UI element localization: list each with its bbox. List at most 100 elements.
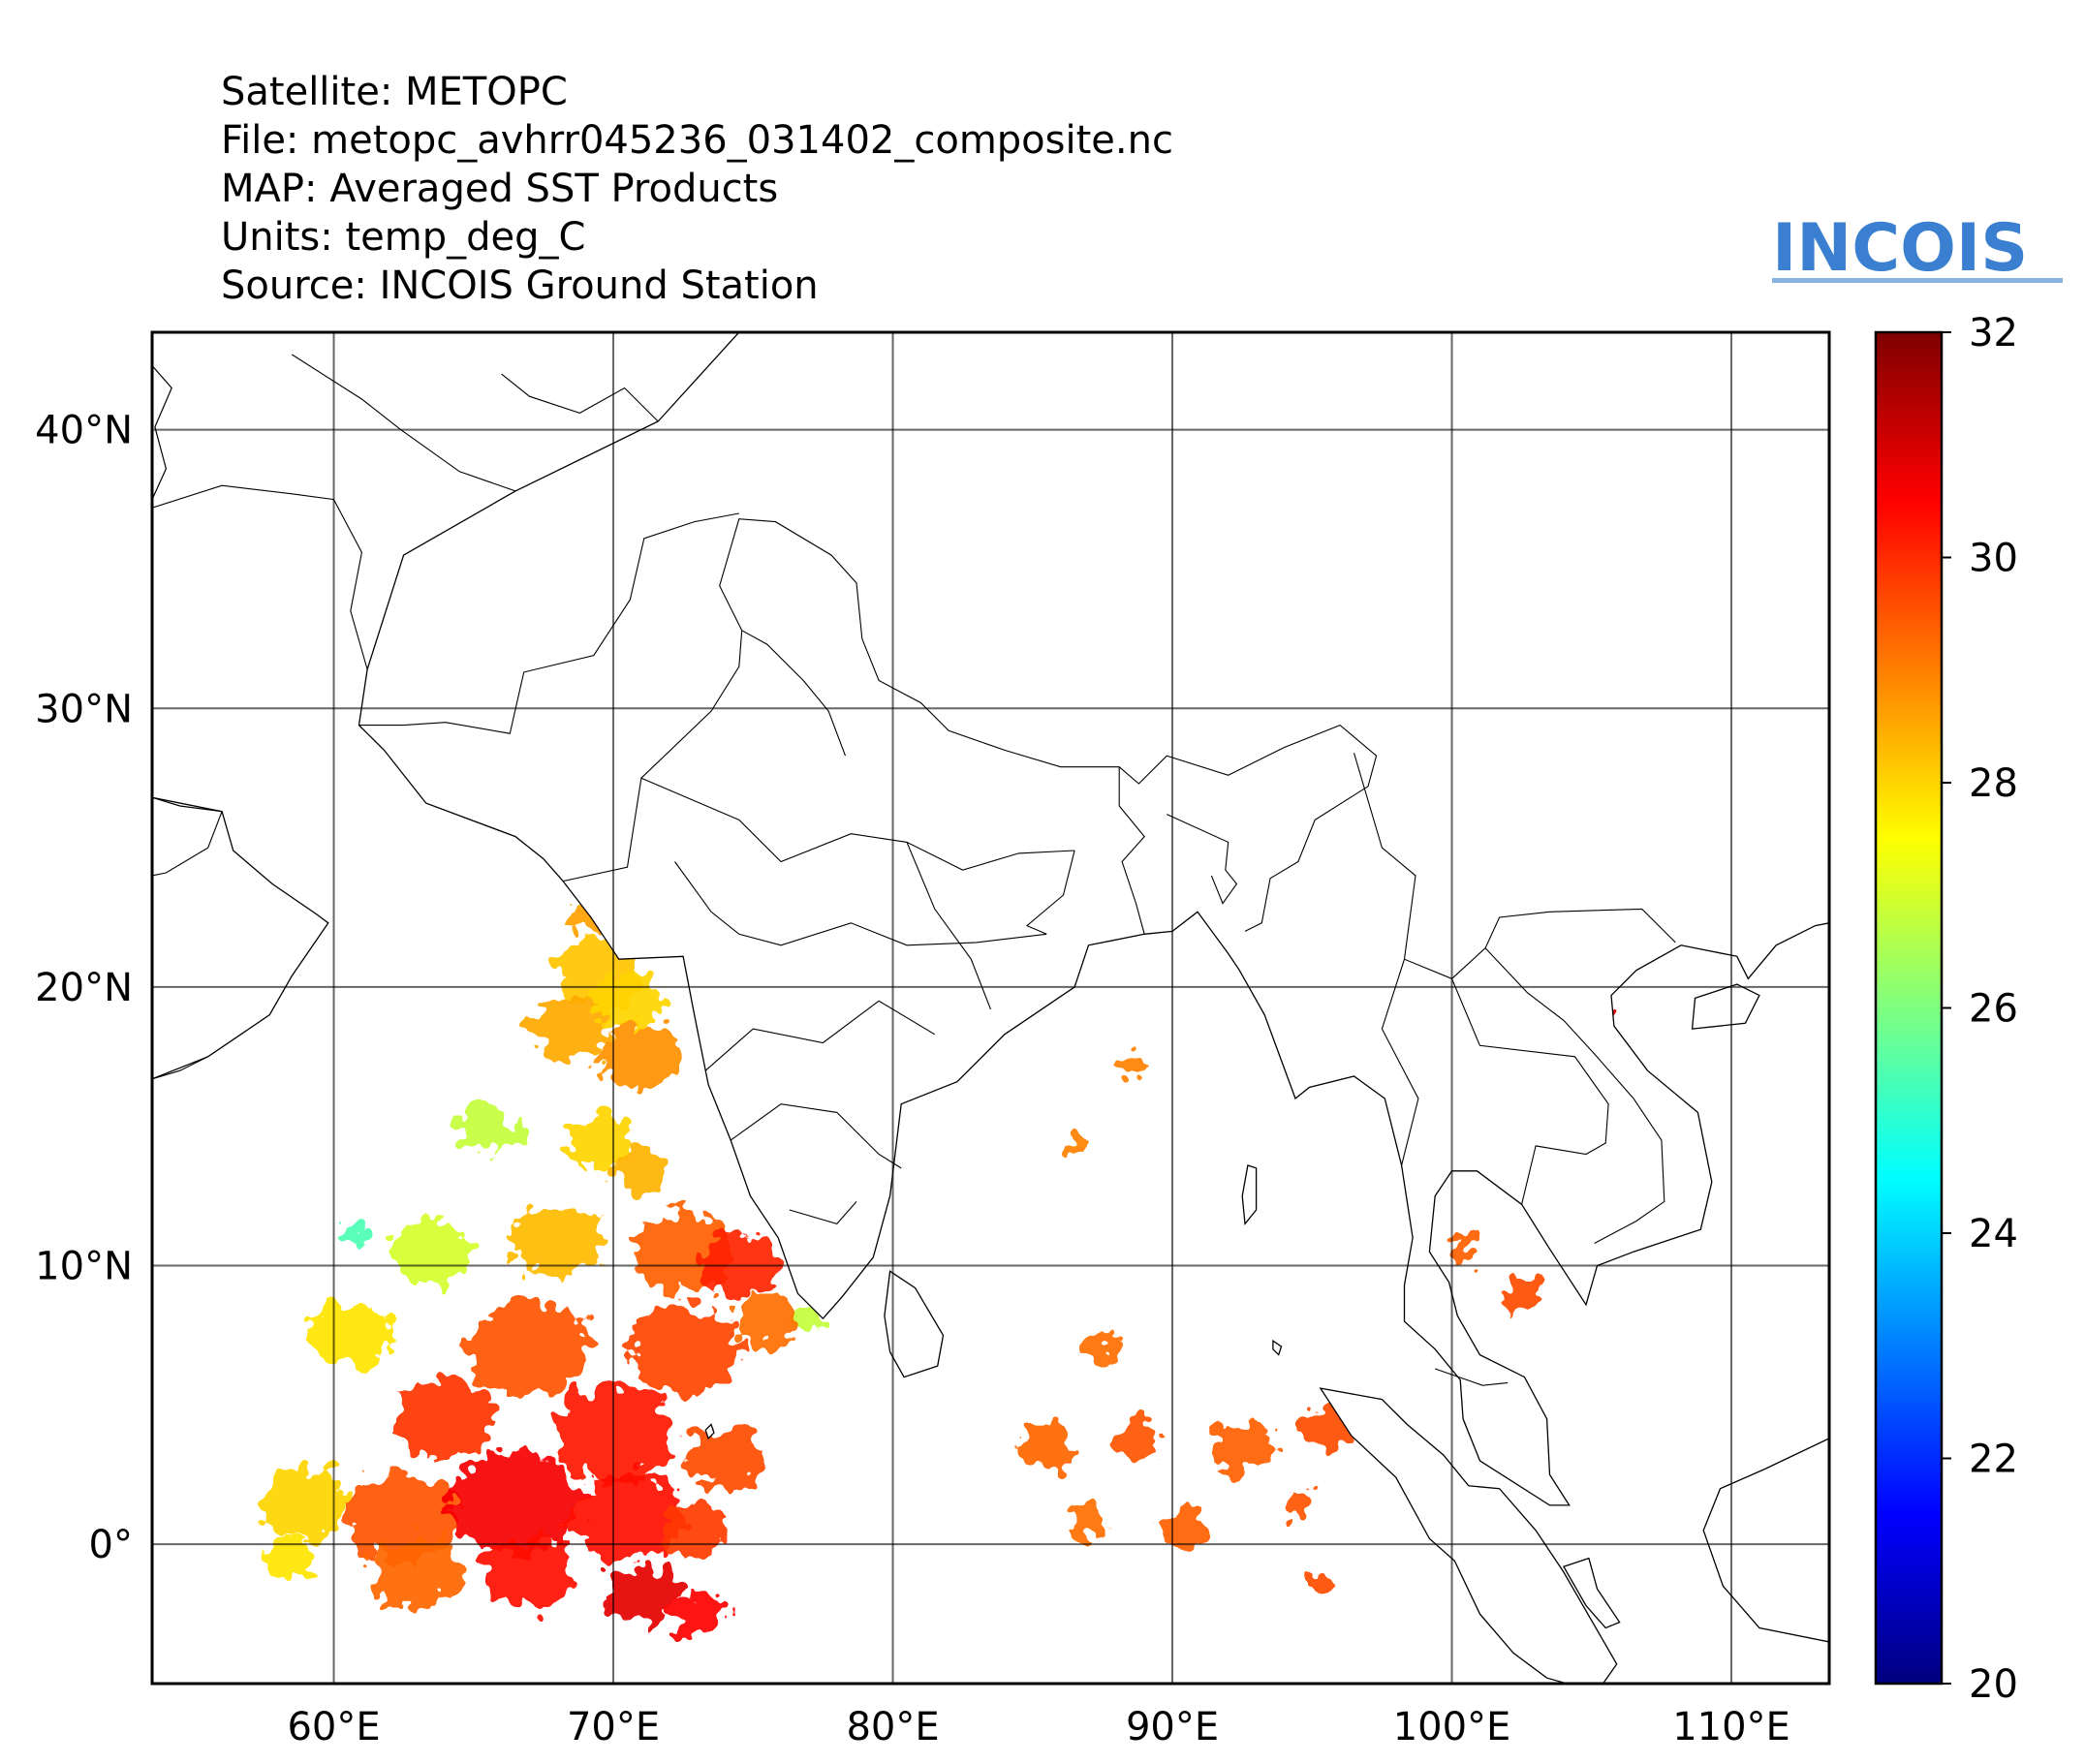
sst-patch: [613, 1145, 669, 1191]
source-label: Source: INCOIS Ground Station: [221, 263, 819, 308]
boundary-line: [1025, 850, 1075, 935]
sst-patch: [565, 1113, 634, 1167]
colorbar-tick-label: 22: [1969, 1438, 2018, 1482]
boundary-line: [730, 1103, 902, 1169]
land-outline: [704, 1423, 715, 1440]
sst-patch: [392, 1220, 471, 1284]
sst-patch: [484, 1536, 575, 1608]
lon-tick-label: 100°E: [1393, 1705, 1511, 1749]
boundary-line: [152, 484, 368, 670]
boundary-line: [1450, 978, 1609, 1205]
logo-underline: [1772, 278, 2063, 283]
sst-patch: [1066, 1134, 1095, 1158]
land-outline: [1272, 1339, 1283, 1356]
boundary-line: [789, 1201, 857, 1225]
header-block: Satellite: METOPC File: metopc_avhrr0452…: [221, 68, 1173, 310]
sst-patch: [1451, 1240, 1480, 1263]
lon-tick-label: 80°E: [846, 1705, 939, 1749]
lon-tick-label: 90°E: [1126, 1705, 1219, 1749]
sst-patch: [456, 1101, 518, 1152]
boundary-line: [1353, 753, 1676, 979]
sst-patch: [1164, 1512, 1209, 1549]
boundary-line: [704, 1000, 936, 1071]
boundary-line: [741, 630, 847, 757]
logo-text: INCOIS: [1772, 210, 2028, 287]
land-outline: [1319, 1387, 1618, 1684]
sst-patch: [1069, 1506, 1108, 1538]
sst-patch: [669, 1592, 726, 1637]
sst-layer: [261, 901, 1613, 1637]
sst-patch: [394, 1378, 496, 1460]
sst-patch: [513, 1207, 603, 1280]
boundary-line: [1484, 947, 1665, 1244]
colorbar-tick-label: 24: [1969, 1212, 2018, 1256]
incois-logo: INCOIS: [1768, 208, 2069, 291]
boundary-line: [906, 842, 992, 1010]
land-outline: [358, 332, 1829, 1506]
lat-tick-label: 0°: [89, 1523, 133, 1567]
lon-tick-label: 60°E: [287, 1705, 380, 1749]
sst-patch: [593, 974, 662, 1028]
units-label: Units: temp_deg_C: [221, 215, 586, 260]
map-label: MAP: Averaged SST Products: [221, 167, 779, 211]
colorbar-tick-label: 32: [1969, 311, 2018, 356]
land-outline: [1702, 1438, 1829, 1643]
sst-patch: [451, 1451, 580, 1554]
coastlines: [152, 332, 1829, 1684]
colorbar: 20 22 24 26 28 30 32: [1874, 311, 2018, 1707]
boundary-line: [152, 1056, 208, 1080]
land-outline: [1241, 1164, 1258, 1226]
colorbar-tick-label: 30: [1969, 537, 2018, 581]
sst-patch: [627, 1304, 739, 1394]
boundary-line: [1118, 766, 1145, 935]
land-outline: [152, 796, 329, 1080]
sst-patch: [372, 1536, 463, 1608]
land-outline: [1562, 1557, 1621, 1629]
lon-tick-label: 110°E: [1672, 1705, 1790, 1749]
colorbar-tick-label: 28: [1969, 761, 2018, 806]
boundary-line: [1167, 814, 1238, 905]
sst-patch: [468, 1300, 591, 1399]
sst-patch: [305, 1301, 390, 1369]
sst-patch: [1018, 1424, 1075, 1470]
sst-patch: [686, 1429, 764, 1493]
coast-line: [152, 796, 223, 813]
land-outline: [1691, 983, 1760, 1030]
coast-line: [152, 365, 172, 500]
sst-patch: [1211, 1422, 1273, 1471]
boundary-line: [152, 811, 223, 877]
colorbar-tick-label: 20: [1969, 1662, 2018, 1707]
sst-patch: [1502, 1278, 1541, 1310]
sst-patch: [733, 1294, 801, 1348]
sst-patch: [532, 997, 611, 1061]
boundary-line: [562, 518, 1378, 932]
sst-patch: [571, 1471, 684, 1562]
sst-patch: [1306, 1571, 1329, 1590]
sst-patch: [599, 1023, 684, 1091]
sst-patch: [266, 1537, 318, 1579]
sst-patch: [1113, 1051, 1148, 1079]
boundary-line: [501, 373, 659, 422]
sst-patch: [1281, 1489, 1316, 1516]
land-outline: [884, 1270, 945, 1378]
map-frame: [150, 330, 1831, 1686]
boundary-line: [1381, 959, 1419, 1166]
lat-tick-label: 30°N: [35, 687, 133, 731]
sst-patch: [1082, 1333, 1123, 1365]
boundary-line: [640, 777, 1075, 871]
satellite-label: Satellite: METOPC: [221, 70, 568, 114]
boundary-line: [292, 354, 516, 492]
boundary-line: [358, 512, 739, 734]
boundaries: [152, 354, 1676, 1386]
file-label: File: metopc_avhrr045236_031402_composit…: [221, 118, 1173, 163]
lat-tick-label: 10°N: [35, 1245, 133, 1289]
lat-tick-label: 40°N: [35, 409, 133, 453]
sst-patch: [663, 1503, 731, 1558]
sst-patch: [1113, 1418, 1165, 1459]
sst-patch: [792, 1308, 826, 1335]
sst-patch: [261, 1467, 351, 1538]
lat-tick-label: 20°N: [35, 966, 133, 1010]
sst-patch: [342, 1221, 371, 1244]
lon-tick-label: 70°E: [567, 1705, 660, 1749]
